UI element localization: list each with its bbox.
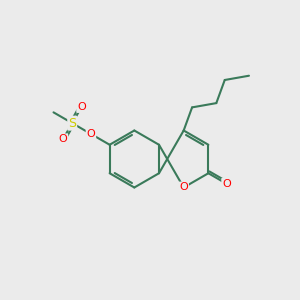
Text: O: O [179,182,188,193]
Text: O: O [58,134,67,144]
Text: S: S [68,117,76,130]
Text: O: O [222,179,231,189]
Text: O: O [77,102,86,112]
Text: O: O [87,129,95,139]
